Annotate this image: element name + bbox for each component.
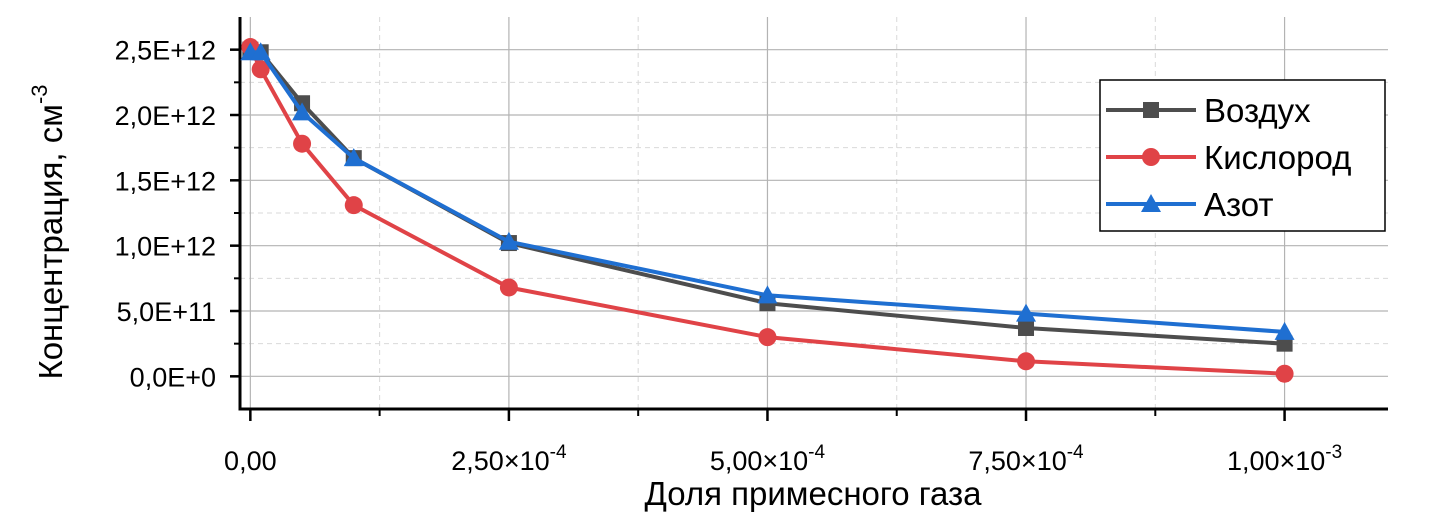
data-point: [1017, 352, 1036, 371]
x-tick-label: 2,50×10-4: [451, 442, 567, 476]
legend-marker: [1141, 194, 1161, 212]
data-point: [1274, 321, 1295, 340]
series-2: [241, 38, 1294, 383]
data-point: [1016, 303, 1037, 322]
legend-item: Воздух: [1106, 92, 1311, 129]
x-tick-label: 5,00×10-4: [710, 442, 826, 476]
series-line: [250, 50, 1285, 334]
data-point: [344, 196, 363, 215]
y-tick-label: 0,0E+0: [130, 362, 216, 392]
series-layer: [240, 38, 1295, 383]
data-point: [293, 134, 312, 153]
legend: Воздух Кислород Азот: [1099, 79, 1386, 232]
series-line: [248, 46, 1285, 376]
y-tick-label: 2,5E+12: [115, 36, 216, 66]
x-tick-label: 0,00: [224, 446, 277, 476]
x-axis-title: Доля примесного газа: [644, 475, 982, 512]
data-point: [251, 60, 270, 79]
data-point: [499, 278, 518, 297]
y-tick-label: 1,0E+12: [115, 232, 216, 262]
legend-item: Азот: [1106, 186, 1274, 223]
legend-marker: [1142, 148, 1160, 166]
legend-label: Воздух: [1204, 92, 1311, 129]
data-point: [1018, 319, 1035, 336]
series-3: [240, 42, 1295, 340]
y-tick-label: 5,0E+11: [117, 297, 216, 327]
data-point: [292, 102, 313, 121]
x-tick-label: 1,00×10-3: [1227, 442, 1342, 476]
data-point: [498, 231, 519, 250]
legend-label: Кислород: [1204, 139, 1351, 176]
data-point: [757, 285, 778, 304]
y-tick-label: 1,5E+12: [115, 166, 216, 196]
data-point: [758, 328, 777, 347]
data-point: [250, 42, 271, 61]
legend-item: Кислород: [1106, 139, 1351, 176]
data-point: [343, 148, 364, 167]
axes: [230, 17, 1388, 421]
tick-labels: 0,0E+0 5,0E+11 1,0E+12 1,5E+12 2,0E+12 2,5E+1…: [115, 36, 1343, 476]
legend-label: Азот: [1204, 186, 1274, 223]
x-tick-label: 7,50×10-4: [968, 442, 1084, 476]
legend-marker: [1143, 102, 1159, 118]
data-point: [1275, 364, 1294, 383]
y-axis-title: Концентрация, см-3: [27, 84, 69, 379]
y-tick-label: 2,0E+12: [115, 101, 216, 131]
